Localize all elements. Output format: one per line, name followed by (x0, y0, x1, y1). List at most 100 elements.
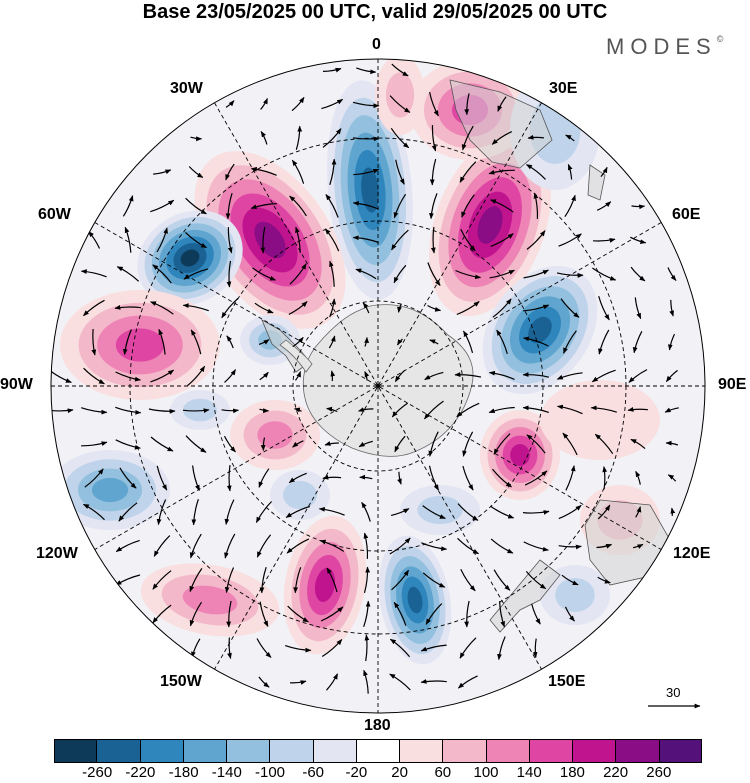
wind-vector (490, 505, 515, 519)
wind-vector (496, 329, 508, 355)
wind-vector (115, 439, 141, 450)
wind-vector (394, 435, 406, 453)
wind-vector (664, 407, 679, 413)
wind-vector (522, 372, 550, 378)
colorbar-swatch (529, 739, 574, 763)
wind-vector (567, 163, 573, 180)
wind-vector (150, 301, 174, 315)
wind-vector (396, 338, 403, 346)
wind-vector (322, 474, 342, 480)
wind-vector (324, 441, 339, 446)
graticule (51, 59, 705, 713)
wind-vector (591, 369, 616, 383)
wind-vector (364, 634, 370, 662)
wind-vector (522, 405, 549, 413)
wind-vector (456, 402, 480, 418)
madagascar (587, 164, 606, 201)
wind-vector (563, 330, 577, 354)
wind-vector (224, 499, 235, 525)
wind-vector (114, 305, 142, 310)
colorbar-swatch (140, 739, 184, 763)
colorbar-tick-label: -180 (168, 764, 199, 781)
wind-vector (359, 474, 373, 480)
wind-vector (321, 98, 344, 110)
wind-vector (431, 125, 437, 152)
wind-vector (225, 100, 235, 108)
colorbar-swatch (183, 739, 228, 763)
wind-vector (291, 159, 305, 184)
colorbar-swatch (97, 739, 141, 763)
wind-vector (590, 405, 617, 413)
wind-vector (488, 406, 515, 414)
wind-vector (124, 226, 132, 253)
wind-vector (598, 295, 610, 321)
wind-vector (427, 262, 441, 286)
wind-vector (457, 537, 480, 555)
wind-vector (224, 369, 237, 383)
wind-vector (457, 503, 479, 521)
anomaly-contour (183, 398, 217, 422)
wind-vector (352, 101, 380, 109)
wind-vector (397, 471, 402, 485)
wind-vector (189, 568, 203, 593)
wind-vector (670, 507, 676, 516)
wind-vector (288, 472, 307, 484)
wind-vector (389, 673, 411, 691)
wind-vector (565, 134, 575, 142)
wind-vector (627, 406, 648, 412)
wind-vector (628, 369, 648, 383)
wind-vector (260, 437, 266, 451)
wind-vector (630, 266, 646, 282)
wind-vector (328, 335, 336, 349)
colorbar-tick-label: 180 (559, 764, 585, 781)
wind-vector (461, 125, 474, 151)
wind-vector (185, 197, 207, 215)
wind-vector (260, 226, 266, 254)
lon-label-150w: 150W (160, 673, 202, 690)
wind-vector (390, 508, 410, 516)
wind-vector (190, 329, 202, 355)
wind-vector (592, 238, 616, 243)
anomaly-contour (385, 72, 415, 118)
wind-vector (523, 304, 550, 312)
wind-vector (665, 440, 679, 446)
wind-vector (460, 228, 476, 252)
anomaly-contour (477, 206, 503, 244)
wind-vector (192, 465, 200, 492)
wind-vector (322, 128, 342, 148)
wind-vector (564, 194, 576, 218)
colorbar (54, 739, 702, 763)
wind-vector (189, 533, 202, 559)
wind-vector (462, 330, 474, 354)
wind-vector (250, 166, 277, 176)
brand-logo: MODES© (606, 34, 723, 60)
colorbar-tick-label: -20 (345, 764, 368, 781)
wind-vector (295, 371, 302, 381)
wind-vector (393, 193, 407, 219)
colorbar-swatch (443, 739, 487, 763)
colorbar-tick-label: 100 (473, 764, 499, 781)
wind-vector (255, 501, 273, 524)
wind-vector (391, 402, 409, 418)
wind-vector (490, 199, 514, 213)
wind-vector (183, 268, 209, 280)
wind-vector (632, 543, 644, 549)
lon-label-60e: 60E (672, 206, 701, 223)
wind-vector (394, 369, 406, 383)
wind-vector (319, 539, 345, 552)
lon-label-0: 0 (372, 36, 381, 53)
wind-vector (462, 431, 474, 457)
wind-vector (363, 532, 369, 559)
wind-vector (352, 235, 379, 244)
wind-vector (456, 301, 480, 316)
wind-vector (187, 365, 206, 387)
wind-vector (150, 199, 175, 213)
wind-vector (221, 408, 239, 414)
colorbar-tick-label: -60 (302, 764, 325, 781)
wind-vector (635, 506, 642, 518)
wind-vector (630, 438, 646, 450)
anomaly-contour (91, 477, 129, 503)
wind-vector (669, 299, 674, 317)
wind-vector (523, 269, 549, 279)
wind-vector (395, 159, 405, 185)
